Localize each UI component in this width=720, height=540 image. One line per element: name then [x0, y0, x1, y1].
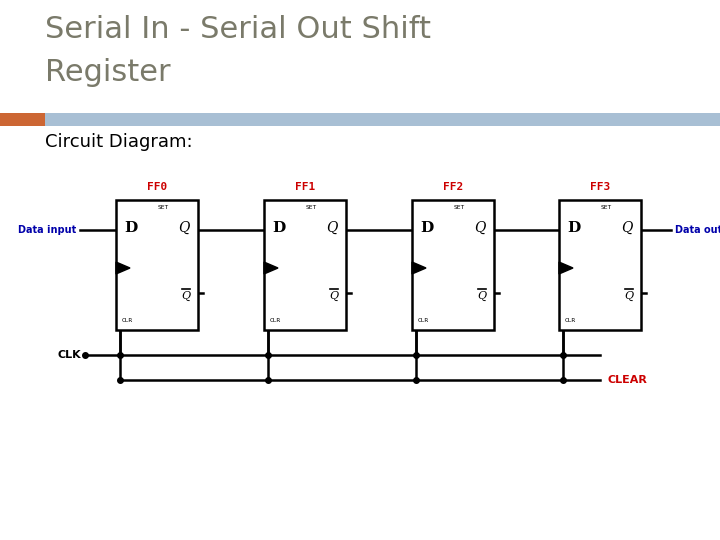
Text: D: D [272, 221, 285, 235]
Text: FF2: FF2 [443, 182, 463, 192]
Text: Data output: Data output [675, 225, 720, 235]
Bar [0, 113, 45, 126]
Polygon shape [264, 262, 278, 274]
Text: D: D [567, 221, 580, 235]
Text: Q: Q [477, 291, 486, 301]
Text: SET: SET [454, 205, 464, 210]
Text: FF1: FF1 [295, 182, 315, 192]
Text: Q: Q [181, 291, 190, 301]
Text: FF3: FF3 [590, 182, 610, 192]
Text: CLR: CLR [122, 318, 133, 322]
Text: CLEAR: CLEAR [608, 375, 648, 385]
Text: Circuit Diagram:: Circuit Diagram: [45, 133, 193, 151]
Text: Serial In - Serial Out Shift: Serial In - Serial Out Shift [45, 15, 431, 44]
Text: Q: Q [329, 291, 338, 301]
Text: D: D [124, 221, 138, 235]
Text: Data input: Data input [18, 225, 76, 235]
Polygon shape [559, 262, 573, 274]
Text: CLR: CLR [418, 318, 429, 322]
Text: Q: Q [327, 221, 338, 235]
Polygon shape [412, 262, 426, 274]
Text: CLR: CLR [270, 318, 282, 322]
Text: Q: Q [624, 291, 633, 301]
Text: SET: SET [600, 205, 611, 210]
Text: Q: Q [474, 221, 486, 235]
Text: SET: SET [158, 205, 168, 210]
Text: CLR: CLR [565, 318, 576, 322]
Bar [412, 200, 494, 330]
Text: CLK: CLK [58, 350, 81, 360]
Bar [559, 200, 641, 330]
Bar [264, 200, 346, 330]
Text: Q: Q [621, 221, 633, 235]
Text: Register: Register [45, 58, 171, 87]
Text: FF0: FF0 [147, 182, 167, 192]
Text: Q: Q [179, 221, 190, 235]
Bar [0, 113, 720, 126]
Text: D: D [420, 221, 433, 235]
Polygon shape [116, 262, 130, 274]
Text: SET: SET [305, 205, 317, 210]
Bar [116, 200, 198, 330]
